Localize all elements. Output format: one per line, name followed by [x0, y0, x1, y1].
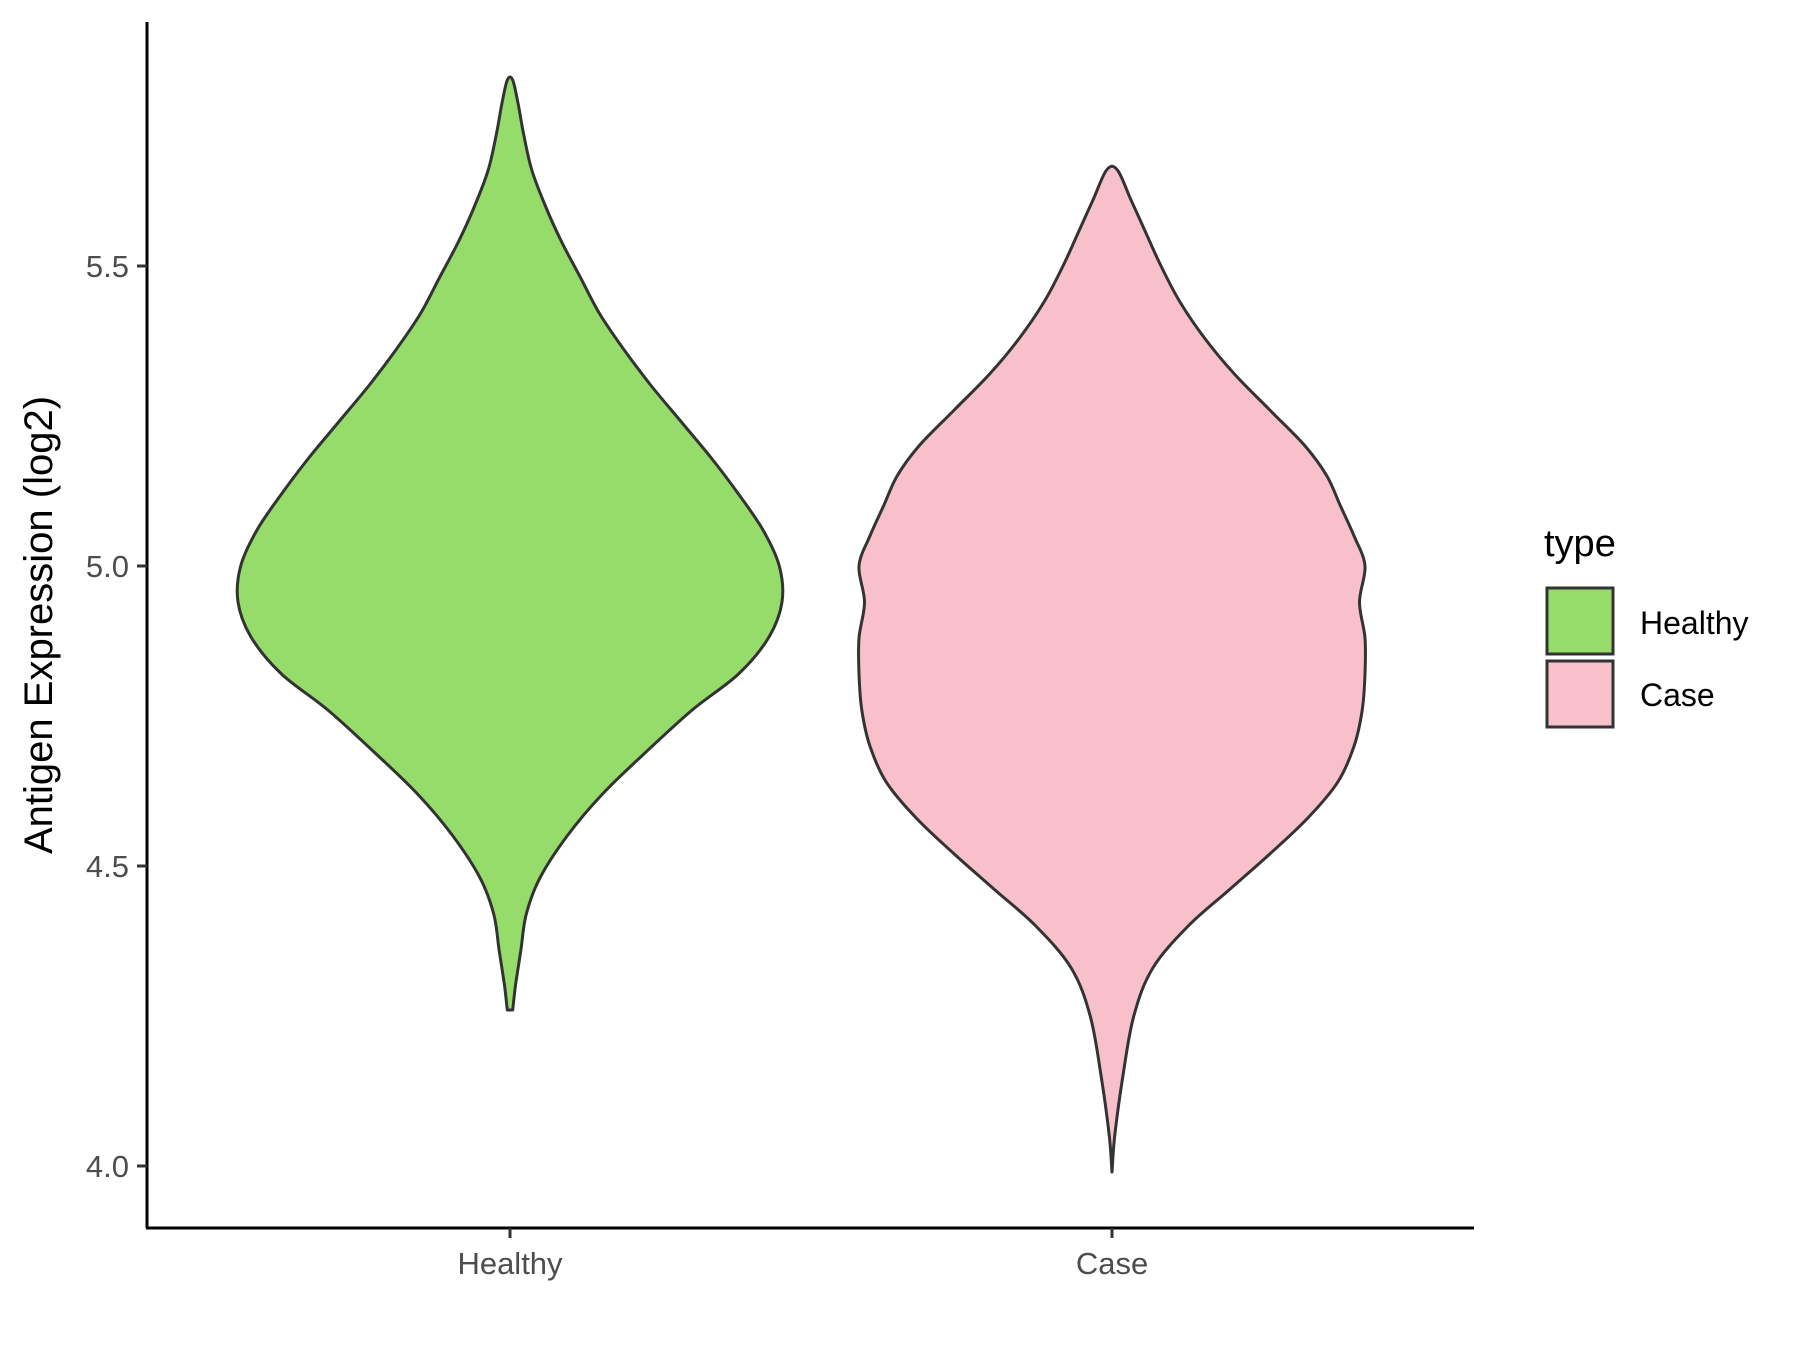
x-tick-label-healthy: Healthy: [457, 1246, 563, 1281]
legend-label-healthy: Healthy: [1640, 605, 1749, 641]
y-ticks: 4.0 4.5 5.0 5.5: [86, 249, 147, 1184]
legend-key-case: [1545, 659, 1615, 729]
legend: type Healthy Case: [1544, 523, 1749, 729]
y-tick-label: 4.0: [86, 1149, 129, 1184]
y-axis-title: Antigen Expression (log2): [17, 396, 61, 854]
legend-title: type: [1544, 523, 1616, 565]
legend-key-healthy: [1545, 586, 1615, 656]
legend-label-case: Case: [1640, 677, 1715, 713]
x-ticks: Healthy Case: [457, 1228, 1148, 1281]
violin-case: [856, 164, 1368, 1174]
x-tick-label-case: Case: [1076, 1246, 1148, 1281]
violins: [235, 75, 1368, 1174]
y-tick-label: 4.5: [86, 849, 129, 884]
violin-healthy: [235, 75, 785, 1012]
y-tick-label: 5.0: [86, 549, 129, 584]
y-tick-label: 5.5: [86, 249, 129, 284]
